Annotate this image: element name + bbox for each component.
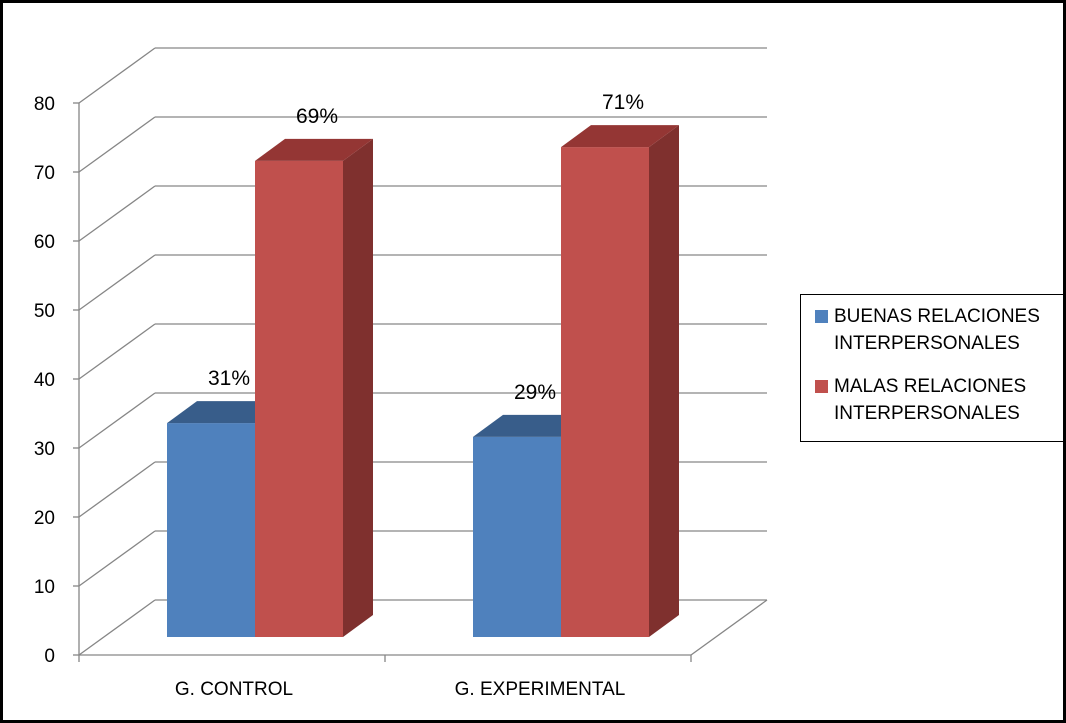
y-tick-label: 40 bbox=[34, 370, 55, 391]
bar-top-face bbox=[561, 125, 679, 148]
legend-swatch-buenas bbox=[815, 310, 828, 323]
y-tick-label: 30 bbox=[34, 439, 55, 460]
x-tick-labels: G. CONTROL G. EXPERIMENTAL bbox=[175, 679, 625, 700]
legend: BUENAS RELACIONES INTERPERSONALES MALAS … bbox=[800, 294, 1064, 442]
bar-top-face bbox=[255, 138, 373, 161]
y-tick-label: 0 bbox=[44, 646, 55, 667]
y-tick-label: 80 bbox=[34, 94, 55, 115]
gridline-side bbox=[78, 461, 156, 518]
legend-label-line: INTERPERSONALES bbox=[834, 333, 1020, 354]
data-label: 69% bbox=[296, 105, 338, 128]
gridline-side bbox=[78, 185, 156, 242]
gridline-side bbox=[78, 530, 156, 587]
gridline-side bbox=[78, 392, 156, 449]
data-label: 29% bbox=[514, 381, 556, 404]
bar bbox=[255, 160, 343, 637]
data-label: 71% bbox=[602, 91, 644, 114]
legend-label-buenas: BUENAS RELACIONES INTERPERSONALES bbox=[834, 303, 1064, 357]
y-tick-label: 10 bbox=[34, 577, 55, 598]
x-tick-label: G. EXPERIMENTAL bbox=[455, 679, 626, 700]
y-tick-label: 20 bbox=[34, 508, 55, 529]
bar bbox=[167, 423, 255, 637]
bar bbox=[561, 147, 649, 637]
bar-side-face bbox=[343, 138, 373, 637]
y-tick-label: 70 bbox=[34, 163, 55, 184]
data-labels: 31% 69% 29% 71% bbox=[208, 91, 644, 404]
legend-label-malas: MALAS RELACIONES INTERPERSONALES bbox=[834, 373, 1064, 427]
y-tick-label: 60 bbox=[34, 232, 55, 253]
gridline-side bbox=[78, 323, 156, 380]
data-label: 31% bbox=[208, 367, 250, 390]
gridline-side bbox=[78, 116, 156, 173]
y-tick-label: 50 bbox=[34, 301, 55, 322]
gridline-side bbox=[78, 254, 156, 311]
gridline-side bbox=[78, 599, 156, 656]
bar bbox=[473, 436, 561, 637]
bar-side-face bbox=[649, 125, 679, 637]
legend-label-line: INTERPERSONALES bbox=[834, 403, 1020, 424]
bars bbox=[167, 125, 679, 637]
legend-swatch-malas bbox=[815, 380, 828, 393]
x-tick-label: G. CONTROL bbox=[175, 679, 293, 700]
legend-label-line: MALAS RELACIONES bbox=[834, 376, 1027, 397]
y-tick-labels: 0 10 20 30 40 50 60 70 80 bbox=[34, 94, 55, 667]
floor-edge bbox=[690, 599, 768, 656]
gridline-side bbox=[78, 47, 156, 104]
axes bbox=[73, 102, 768, 662]
legend-label-line: BUENAS RELACIONES bbox=[834, 306, 1040, 327]
